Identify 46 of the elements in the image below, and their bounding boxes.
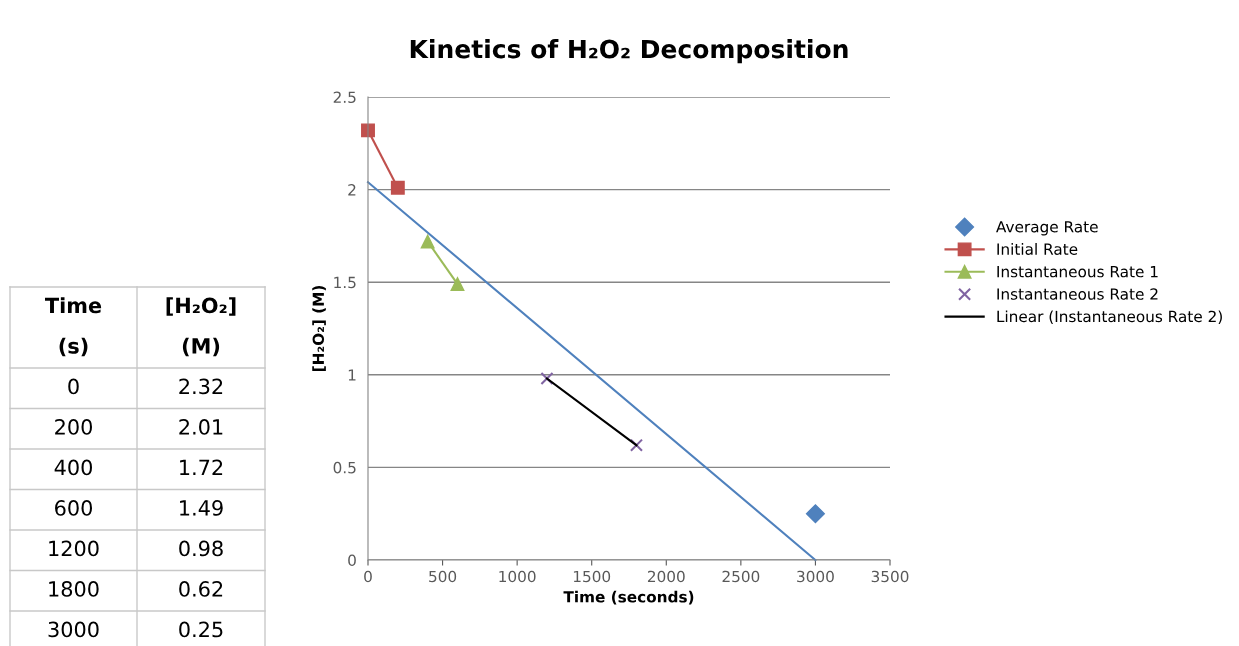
chart-title: Kinetics of H₂O₂ Decomposition — [410, 39, 848, 64]
point — [420, 234, 435, 249]
text: 0.25 — [179, 621, 223, 638]
text: 1.49 — [180, 500, 223, 516]
legend-label: Linear (Instantaneous Rate 2) — [997, 310, 1222, 325]
y-tick-label: 1.5 — [334, 276, 356, 289]
x-tick-label: 0 — [364, 570, 372, 583]
text: 0.98 — [179, 540, 223, 557]
point — [450, 277, 465, 291]
y-tick-label: 0.5 — [333, 461, 356, 474]
text: 200 — [55, 419, 92, 435]
text: Time — [45, 297, 102, 314]
y-axis-title: [H₂O₂] (M) — [312, 286, 326, 371]
y-tick-label: 2 — [348, 184, 356, 196]
x-tick-label: 500 — [429, 570, 457, 583]
x-tick-label: 1500 — [573, 570, 611, 583]
text: 400 — [54, 459, 92, 476]
x-tick-label: 1000 — [499, 570, 536, 583]
x-axis-title: Time (seconds) — [563, 590, 694, 605]
legend-label: Instantaneous Rate 2 — [997, 288, 1158, 300]
y-tick-label: 0 — [348, 554, 356, 567]
legend-label: Initial Rate — [997, 243, 1078, 255]
text: (M) — [182, 337, 220, 357]
text: 3000 — [48, 621, 99, 638]
point — [540, 371, 554, 386]
text: 0.62 — [179, 581, 223, 597]
y-tick-label: 1 — [348, 369, 356, 381]
point — [390, 180, 405, 195]
point — [805, 504, 825, 524]
point — [629, 438, 644, 452]
legend-label: Average Rate — [996, 221, 1098, 236]
text: 1.72 — [180, 459, 223, 475]
text: 1200 — [49, 540, 99, 557]
text: [H₂O₂] — [166, 297, 236, 316]
x-tick-label: 3500 — [871, 570, 909, 583]
text: 1800 — [49, 581, 99, 597]
text: 0 — [68, 378, 79, 395]
text: (s) — [59, 337, 88, 357]
x-tick-label: 2000 — [647, 570, 685, 583]
text: 2.01 — [179, 419, 223, 435]
x-tick-label: 3000 — [797, 570, 834, 583]
y-tick-label: 2.5 — [333, 91, 356, 104]
legend-label: Instantaneous Rate 1 — [997, 266, 1158, 278]
text: 2.32 — [179, 378, 223, 395]
x-tick-label: 2500 — [722, 570, 760, 583]
text: 600 — [55, 500, 92, 516]
